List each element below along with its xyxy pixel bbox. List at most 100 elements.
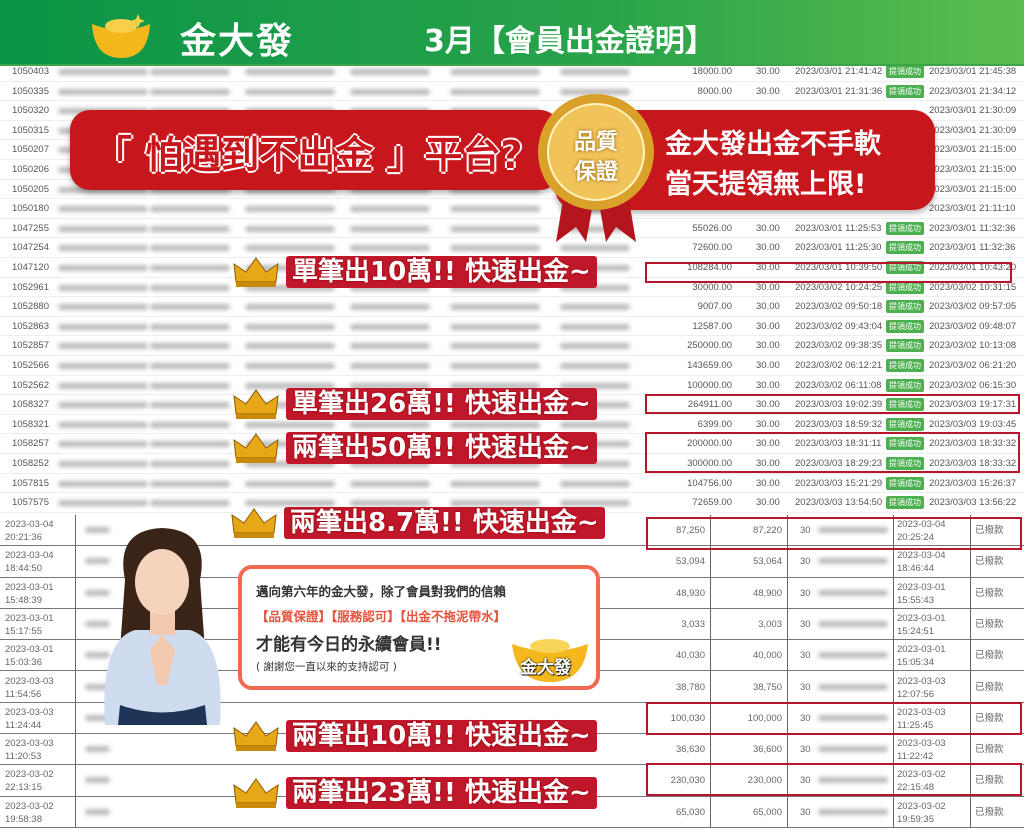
- table-row: 1058252 300000.00 30.00 2023/03/03 18:29:23…: [0, 454, 1024, 474]
- amount: 53,094: [675, 556, 705, 568]
- status-badge: 提領成功: [886, 378, 924, 392]
- done-time: 19:59:35: [897, 813, 934, 825]
- redacted-text: [85, 808, 110, 815]
- redacted-text: [58, 382, 148, 389]
- bubble-line2: 【品質保證】【服務認可】【出金不拖泥帶水】: [256, 609, 507, 624]
- amount: 65,030: [675, 806, 705, 818]
- redacted-text: [85, 589, 110, 596]
- fee: 30: [800, 556, 811, 568]
- redacted-text: [450, 88, 540, 95]
- redacted-text: [245, 343, 335, 350]
- callout: 單筆出10萬!! 快速出金~: [232, 254, 597, 290]
- net-amount: 100,000: [747, 712, 782, 724]
- done-time: 2023/03/01 21:15:00: [929, 183, 1017, 195]
- fee: 30.00: [756, 340, 780, 352]
- fee: 30.00: [756, 281, 780, 293]
- divider: [710, 515, 711, 828]
- status-badge: 提領成功: [886, 437, 924, 451]
- request-time: 2023/03/01 21:41:42: [795, 66, 883, 77]
- redacted-text: [245, 88, 335, 95]
- done-time: 2023/03/01 11:32:36: [929, 242, 1016, 254]
- request-time: 2023/03/02 06:12:21: [795, 360, 883, 371]
- request-time: 19:58:38: [5, 813, 42, 825]
- callout-text: 兩筆出50萬!! 快速出金~: [286, 432, 597, 464]
- redacted-text: [150, 284, 230, 291]
- redacted-text: [58, 343, 148, 350]
- done-date: 2023-03-01: [897, 612, 946, 624]
- request-time: 15:17:55: [5, 625, 42, 637]
- status-badge: 提領成功: [886, 241, 924, 255]
- redacted-text: [450, 363, 540, 369]
- redacted-text: [150, 480, 230, 487]
- redacted-text: [818, 527, 888, 533]
- done-time: 11:22:42: [897, 751, 934, 763]
- redacted-text: [150, 69, 230, 75]
- highlight-box: [645, 432, 1020, 473]
- redacted-text: [560, 421, 630, 428]
- request-time: 2023/03/01 11:25:53: [795, 222, 882, 234]
- redacted-text: [245, 480, 335, 487]
- redacted-text: [560, 304, 630, 311]
- redacted-text: [150, 323, 230, 330]
- redacted-text: [560, 382, 630, 389]
- fee: 30.00: [756, 399, 780, 411]
- done-date: 2023-03-04: [897, 550, 946, 562]
- redacted-text: [560, 500, 630, 507]
- redacted-text: [560, 225, 630, 232]
- net-amount: 230,000: [747, 775, 782, 787]
- table-row: 1050335 8000.00 30.00 2023/03/01 21:31:36 提領…: [0, 82, 1024, 102]
- done-time: 12:07:56: [897, 688, 934, 700]
- net-amount: 53,064: [752, 556, 782, 568]
- done-time: 2023/03/03 18:33:32: [929, 438, 1017, 450]
- table-row: 1052857 250000.00 30.00 2023/03/02 09:38:35…: [0, 336, 1024, 356]
- status: 已撥款: [975, 775, 1004, 787]
- redacted-text: [350, 480, 430, 487]
- request-date: 2023-03-04: [5, 550, 54, 562]
- request-time: 15:03:36: [5, 657, 42, 669]
- request-time: 22:13:15: [5, 782, 42, 794]
- divider: [893, 515, 894, 828]
- request-date: 2023-03-02: [5, 769, 54, 781]
- request-time: 15:48:39: [5, 594, 42, 606]
- brand-name: 金大發: [180, 21, 295, 62]
- seal-line2: 保證: [573, 160, 618, 185]
- amount: 8000.00: [697, 85, 732, 97]
- status: 已撥款: [975, 806, 1004, 818]
- table-row: 2023-03-03 11:20:53 36,630 36,600 30 2023-03-…: [0, 734, 1024, 766]
- table-row: 1050403 18000.00 30.00 2023/03/01 21:41:42 提…: [0, 62, 1024, 82]
- fee: 30: [800, 775, 811, 787]
- table-row: 2023-03-02 19:58:38 65,030 65,000 30 2023-03-…: [0, 797, 1024, 828]
- redacted-text: [150, 500, 230, 507]
- row-id: 1050403: [12, 66, 49, 77]
- redacted-text: [58, 363, 148, 369]
- net-amount: 87,220: [752, 525, 782, 536]
- redacted-text: [58, 206, 148, 213]
- amount: 200000.00: [687, 438, 732, 450]
- redacted-text: [245, 69, 335, 75]
- done-time: 2023/03/01 21:11:10: [929, 203, 1016, 215]
- done-time: 15:05:34: [897, 657, 934, 669]
- row-id: 1050320: [12, 105, 49, 117]
- fee: 30.00: [756, 438, 780, 450]
- redacted-text: [58, 265, 148, 271]
- done-date: 2023-03-02: [897, 769, 946, 781]
- redacted-text: [560, 343, 630, 350]
- redacted-text: [560, 245, 630, 252]
- redacted-text: [818, 558, 888, 565]
- gold-ingot-logo: 金大發: [510, 636, 590, 684]
- row-id: 1050335: [12, 85, 49, 97]
- fee: 30.00: [756, 222, 780, 234]
- amount: 108284.00: [687, 262, 732, 273]
- fee: 30: [800, 587, 811, 599]
- amount: 72659.00: [692, 497, 732, 509]
- highlight-box: [646, 702, 1022, 735]
- amount: 250000.00: [687, 340, 732, 352]
- redacted-text: [245, 461, 335, 467]
- redacted-text: [245, 225, 335, 232]
- redacted-text: [350, 363, 430, 369]
- status-badge: 提領成功: [886, 65, 924, 78]
- redacted-text: [85, 652, 110, 659]
- redacted-text: [245, 323, 335, 330]
- redacted-text: [150, 382, 230, 389]
- callout: 兩筆出50萬!! 快速出金~: [232, 430, 597, 466]
